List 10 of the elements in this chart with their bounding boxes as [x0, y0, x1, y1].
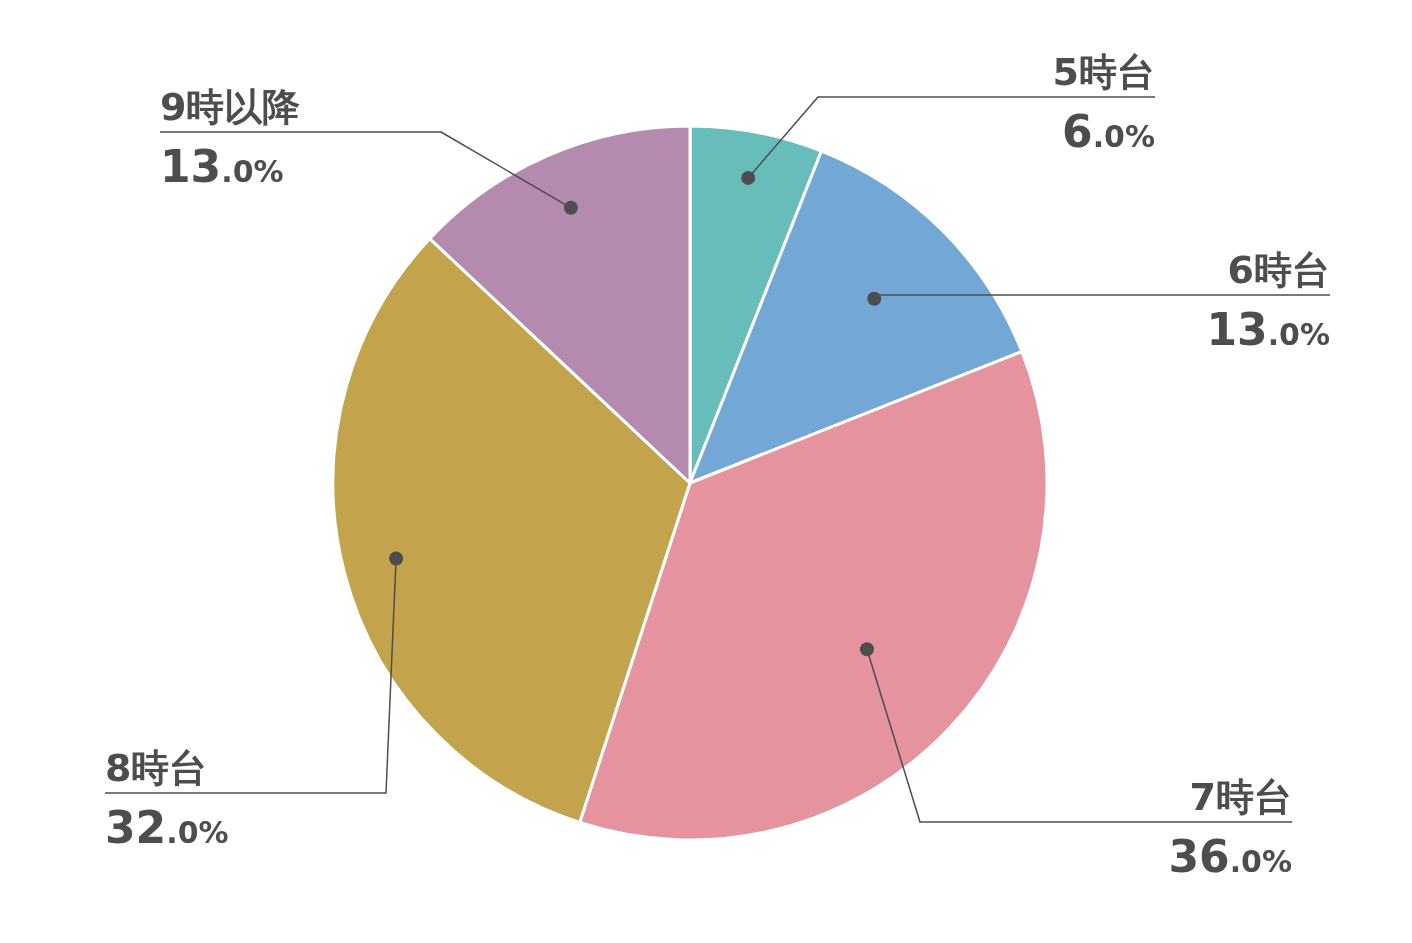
slice-label: 5時台: [1052, 50, 1155, 94]
slice-label: 7時台: [1189, 775, 1292, 819]
data-label: 36.0%: [1168, 831, 1292, 882]
slice-label: 9時以降: [160, 85, 301, 129]
data-label: 13.0%: [1206, 304, 1330, 355]
slice-label: 8時台: [105, 746, 208, 790]
data-label: 6.0%: [1062, 106, 1155, 157]
slice-label: 6時台: [1227, 248, 1330, 292]
data-label: 32.0%: [105, 802, 229, 853]
data-label: 13.0%: [160, 141, 284, 192]
